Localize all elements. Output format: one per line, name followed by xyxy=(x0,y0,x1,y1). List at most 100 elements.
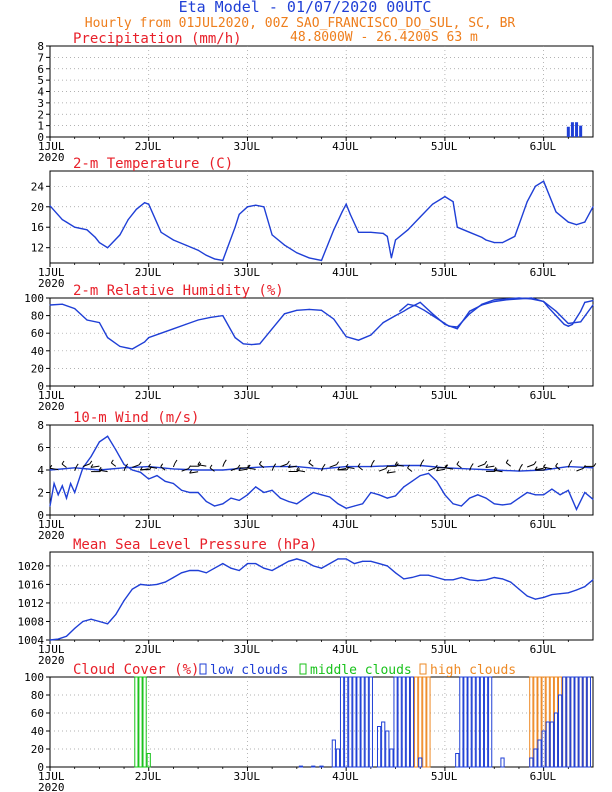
wind-ytick-label: 4 xyxy=(37,464,44,477)
wind-barb xyxy=(428,467,436,472)
wind-day-label: 2JUL xyxy=(135,518,162,531)
rh-line-point xyxy=(567,322,569,325)
wind-speed-mean-line-point xyxy=(271,466,273,468)
mslp-line-point xyxy=(74,627,76,630)
wind-barb-flag xyxy=(174,459,178,464)
temp-line-point xyxy=(407,229,409,231)
wind-barb-flag xyxy=(569,460,573,464)
wind-speed-line-point xyxy=(49,505,51,507)
wind-barb-flag xyxy=(345,463,349,468)
wind-ytick-label: 0 xyxy=(37,509,44,522)
precip-day-label: 4JUL xyxy=(332,140,359,153)
wind-barb-flag xyxy=(505,459,509,463)
rh-line-alt-point xyxy=(543,300,545,303)
temp-line-point xyxy=(148,203,150,205)
mslp-day-label: 5JUL xyxy=(431,643,458,656)
rh-line-point xyxy=(107,337,109,339)
cloud-low-bar xyxy=(541,730,546,768)
wind-barb-flag xyxy=(98,466,102,471)
rh-line-alt-point xyxy=(506,298,508,300)
cloud-low-bar xyxy=(557,694,563,768)
cloud-low-bar xyxy=(488,676,493,768)
mslp-line-point xyxy=(345,558,347,560)
cloud-frame xyxy=(49,676,594,768)
mslp-day-label: 4JUL xyxy=(332,643,359,656)
wind-speed-mean-line-point xyxy=(197,469,199,471)
cloud-low-bar xyxy=(574,676,579,768)
rh-line-alt-point xyxy=(415,305,417,307)
temp-line-point xyxy=(98,242,100,244)
temp-line-point xyxy=(481,236,483,238)
wind-barb-flag xyxy=(110,459,114,464)
mslp-line-point xyxy=(353,563,355,565)
wind-barb-flag xyxy=(434,464,438,469)
wind-speed-line-point xyxy=(378,494,380,496)
mslp-line-point xyxy=(123,600,125,602)
temp-line-point xyxy=(49,205,51,207)
wind-barb xyxy=(238,468,248,471)
mslp-line-point xyxy=(584,586,586,588)
rh-line-alt-point xyxy=(456,326,458,328)
wind-barb-flag xyxy=(258,460,262,465)
wind-speed-line-point xyxy=(246,494,249,496)
mslp-line-point xyxy=(255,563,257,565)
temp-line-point xyxy=(263,206,265,208)
cloud-low-bar xyxy=(467,676,472,768)
chart-title: Eta Model - 01/07/2020 00UTC xyxy=(179,0,432,16)
mslp-line-point xyxy=(575,589,578,591)
wind-speed-mean-line-point xyxy=(592,467,594,469)
rh-line-point xyxy=(283,313,286,315)
wind-barb xyxy=(485,465,495,468)
temp-line-point xyxy=(296,252,298,254)
wind-speed-line-point xyxy=(181,489,183,491)
temp-line-point xyxy=(197,249,199,251)
cloud-low-bar xyxy=(582,676,587,768)
wind-barb xyxy=(132,464,140,468)
cloud-low-bar xyxy=(459,676,464,768)
wind-speed-line-point xyxy=(386,497,388,499)
mslp-line-point xyxy=(543,596,545,599)
cloud-ytick-label: 40 xyxy=(31,725,44,738)
wind-speed-line-point xyxy=(419,475,421,477)
cloud-low-bar xyxy=(364,676,369,768)
wind-barb-flag xyxy=(386,469,390,474)
cloud-low-bar xyxy=(389,748,394,768)
wind-barb xyxy=(493,469,503,473)
mslp-line-point xyxy=(181,572,183,574)
mslp-line-point xyxy=(65,635,68,637)
temp-panel: 12 16 20 24 1JUL 2JUL 3JUL 4JUL 5JUL 6JUL 2020 2-m … xyxy=(31,156,594,290)
wind-barb-flag xyxy=(371,459,375,464)
wind-barb-flag xyxy=(49,464,53,469)
cloud-low-bar xyxy=(356,676,361,768)
wind-speed-line-point xyxy=(205,500,207,503)
wind-speed-line-point xyxy=(222,503,224,505)
cloud-low-bar xyxy=(475,676,480,768)
rh-line-point xyxy=(580,321,582,323)
wind-speed-line-point xyxy=(164,480,166,482)
wind-barb xyxy=(469,466,472,471)
wind-barb-flag xyxy=(89,460,93,465)
wind-barb xyxy=(189,471,199,474)
wind-barb-flag xyxy=(445,464,449,468)
wind-barb xyxy=(378,468,387,472)
mslp-line-point xyxy=(436,576,438,579)
rh-line-point xyxy=(251,344,253,346)
mslp-line-point xyxy=(378,563,380,565)
cloud-ytick-label: 100 xyxy=(24,671,44,684)
wind-barb xyxy=(407,467,413,472)
mslp-year-label: 2020 xyxy=(38,654,65,667)
wind-barb-flag xyxy=(197,461,201,465)
rh-line-point xyxy=(456,328,458,330)
temp-line-point xyxy=(526,201,528,203)
wind-barb-flag xyxy=(296,467,300,471)
wind-ytick-label: 8 xyxy=(37,419,44,432)
rh-line-point xyxy=(74,308,76,310)
wind-barb-flag xyxy=(407,464,410,469)
cloud-day-label: 4JUL xyxy=(332,770,359,783)
wind-barb xyxy=(308,462,314,467)
temp-line-point xyxy=(452,201,454,203)
wind-speed-line-point xyxy=(70,482,72,485)
mslp-line xyxy=(49,558,594,641)
temp-line-point xyxy=(456,226,458,228)
